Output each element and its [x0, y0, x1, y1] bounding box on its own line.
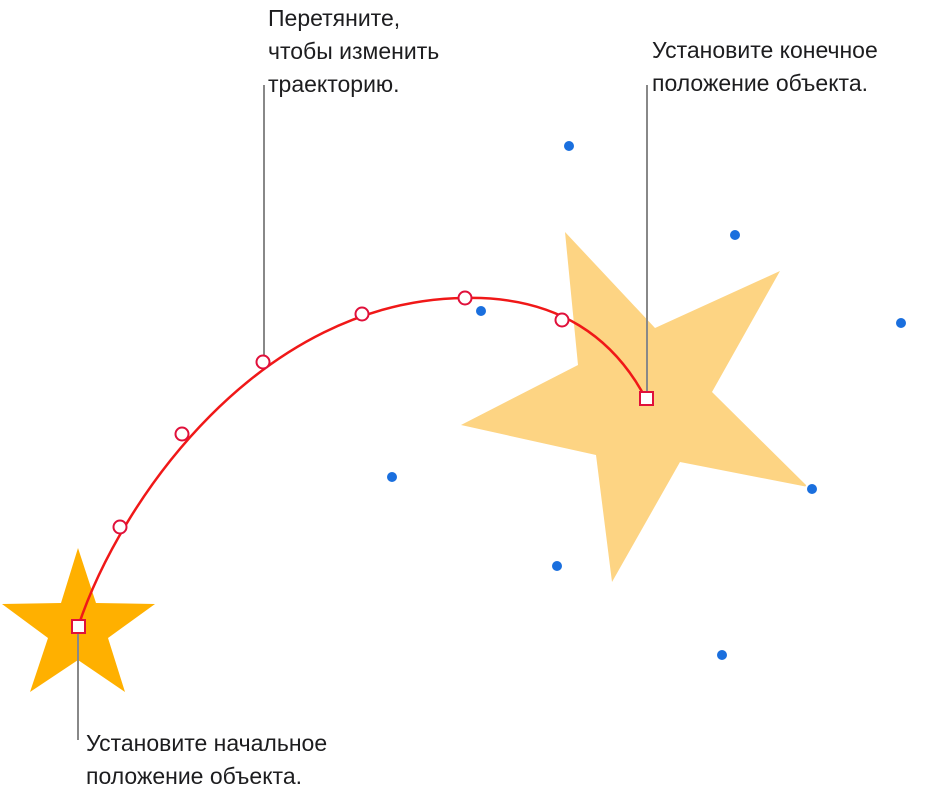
callout-line-text: чтобы изменить — [268, 38, 440, 64]
path-point[interactable] — [354, 306, 370, 322]
callout: Перетяните, чтобы изменить траекторию. — [268, 2, 439, 101]
callout-line-text: Установите начальное — [86, 730, 328, 756]
resize-handle[interactable] — [894, 316, 908, 330]
path-handles — [71, 290, 654, 634]
start-point[interactable] — [71, 619, 86, 634]
resize-handle[interactable] — [562, 139, 576, 153]
callout-line-text: Перетяните, — [268, 5, 401, 31]
path-point[interactable] — [255, 354, 271, 370]
callout-line-text: положение объекта. — [652, 70, 869, 96]
end-star — [461, 232, 808, 582]
path-point[interactable] — [174, 426, 190, 442]
resize-handle[interactable] — [474, 304, 488, 318]
path-point[interactable] — [457, 290, 473, 306]
callout: Установите конечное положение объекта. — [652, 34, 878, 100]
callout: Установите начальное положение объекта. — [86, 727, 327, 793]
motion-path — [76, 296, 648, 628]
callout-line-text: траекторию. — [268, 71, 400, 97]
resize-handle[interactable] — [550, 559, 564, 573]
callout-line-text: положение объекта. — [86, 763, 303, 789]
resize-handle[interactable] — [728, 228, 742, 242]
callout-line-text: Установите конечное — [652, 37, 878, 63]
blue-handles — [385, 139, 908, 662]
resize-handle[interactable] — [805, 482, 819, 496]
resize-handle[interactable] — [385, 470, 399, 484]
end-point[interactable] — [639, 391, 654, 406]
path-point[interactable] — [112, 519, 128, 535]
resize-handle[interactable] — [715, 648, 729, 662]
path-point[interactable] — [554, 312, 570, 328]
